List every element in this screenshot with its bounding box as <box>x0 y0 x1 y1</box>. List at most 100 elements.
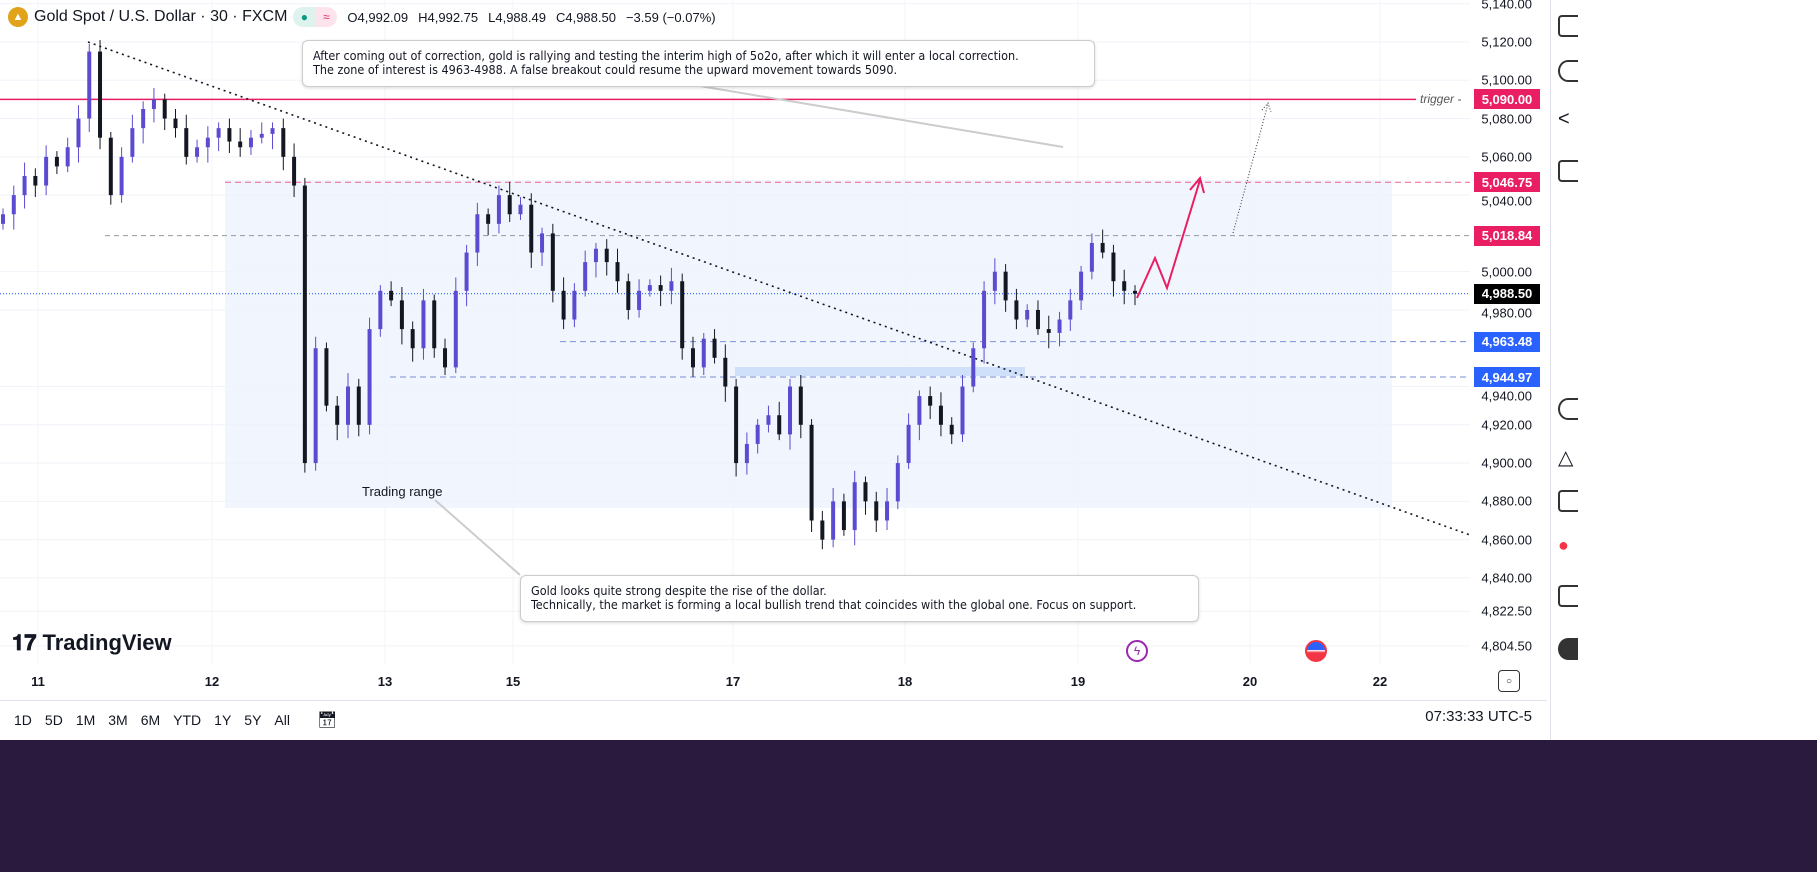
target-arrow[interactable] <box>1232 103 1269 234</box>
note-top[interactable]: After coming out of correction, gold is … <box>302 40 1095 87</box>
candle-body <box>98 51 103 138</box>
range-5y[interactable]: 5Y <box>244 711 262 728</box>
trigger-label: trigger - <box>1420 92 1462 106</box>
candle-body <box>550 233 555 291</box>
status-pill[interactable]: ● ≈ <box>293 7 338 27</box>
candle-body <box>971 348 976 387</box>
range-5d[interactable]: 5D <box>44 711 63 728</box>
candle-body <box>938 405 943 425</box>
ohlc-high: H4,992.75 <box>418 9 479 25</box>
candle-body <box>453 290 458 368</box>
lightning-event-icon[interactable]: ϟ <box>1126 640 1148 662</box>
candle-body <box>992 271 997 291</box>
ideas-icon[interactable]: △ <box>1558 447 1574 469</box>
alert-clock-icon[interactable] <box>1558 60 1578 82</box>
trading-range-box[interactable] <box>225 180 1392 508</box>
range-1y[interactable]: 1Y <box>214 711 232 728</box>
range-1m[interactable]: 1M <box>75 711 96 728</box>
candle-body <box>723 357 728 387</box>
candle-body <box>65 147 70 167</box>
candle-body <box>367 329 372 425</box>
note-line: The zone of interest is 4963-4988. A fal… <box>313 62 898 77</box>
note-pointer <box>699 85 1064 148</box>
candle-body <box>798 386 803 425</box>
candle-body <box>841 501 846 531</box>
watchlist-icon[interactable] <box>1558 15 1578 37</box>
candle-body <box>755 424 760 444</box>
candle-body <box>195 147 200 157</box>
note-bottom[interactable]: Gold looks quite strong despite the rise… <box>520 575 1199 622</box>
trading-range-label[interactable]: Trading range <box>362 484 443 499</box>
calendar-icon[interactable] <box>1558 490 1578 512</box>
range-ytd[interactable]: YTD <box>173 711 202 728</box>
price-chart[interactable] <box>0 0 1470 665</box>
share-icon[interactable]: < <box>1558 108 1570 130</box>
candle-body <box>701 338 706 368</box>
price-tick: 5,040.00 <box>1481 193 1532 209</box>
candle-body <box>162 99 167 119</box>
candle-body <box>874 501 879 521</box>
price-tick: 5,100.00 <box>1481 72 1532 88</box>
ohlc-low: L4,988.49 <box>488 9 546 25</box>
candle-body <box>22 175 27 196</box>
candle-body <box>292 156 297 186</box>
help-icon[interactable] <box>1558 585 1578 607</box>
symbol-title[interactable]: Gold Spot / U.S. Dollar · 30 · FXCM <box>34 8 288 25</box>
target-icon[interactable] <box>1558 398 1578 420</box>
date-tick: 15 <box>505 674 521 689</box>
apps-icon[interactable] <box>1558 638 1578 660</box>
wave-icon: ≈ <box>315 7 338 27</box>
chat-icon[interactable] <box>1558 160 1578 182</box>
candle-body <box>1025 309 1030 320</box>
candle-body <box>313 348 318 464</box>
candle-body <box>1014 300 1019 320</box>
price-badge: 5,046.75 <box>1474 172 1540 193</box>
support-zone[interactable] <box>735 367 1025 376</box>
trendline[interactable] <box>87 41 1470 536</box>
date-tick: 12 <box>204 674 220 689</box>
candle-body <box>917 396 922 425</box>
candle-body <box>443 348 448 368</box>
clock[interactable]: 07:33:33 UTC-5 <box>1425 708 1532 725</box>
settings-icon[interactable]: ○ <box>1498 670 1520 692</box>
tradingview-logo[interactable]: 𝟏𝟕 TradingView <box>12 630 172 656</box>
range-all[interactable]: All <box>274 711 290 728</box>
price-tick: 4,940.00 <box>1481 388 1532 404</box>
price-tick: 5,120.00 <box>1481 34 1532 50</box>
price-tick: 5,000.00 <box>1481 264 1532 280</box>
candle-body <box>734 386 739 464</box>
candle-body <box>1133 290 1137 294</box>
range-3m[interactable]: 3M <box>108 711 128 728</box>
us-flag-event-icon[interactable] <box>1305 640 1327 662</box>
projection-arrow[interactable] <box>1136 179 1201 299</box>
level-lines[interactable] <box>0 98 1470 378</box>
price-tick: 4,822.50 <box>1481 603 1532 619</box>
symbol-header[interactable]: ▲ Gold Spot / U.S. Dollar · 30 · FXCM ● … <box>8 6 716 28</box>
note-line: Technically, the market is forming a loc… <box>531 597 1137 612</box>
note-line: After coming out of correction, gold is … <box>313 48 1019 63</box>
bottom-toolbar: 1D 5D 1M 3M 6M YTD 1Y 5Y All 📅︎ <box>0 700 1547 738</box>
candle-body <box>227 128 232 142</box>
candle-body <box>399 300 404 330</box>
candle-body <box>820 520 825 540</box>
candle-body <box>1100 242 1105 253</box>
candle-body <box>1079 271 1084 301</box>
range-1d[interactable]: 1D <box>14 711 32 728</box>
notifications-icon[interactable]: ● <box>1558 535 1569 555</box>
candle-body <box>324 348 329 406</box>
candle-body <box>809 424 814 521</box>
candles <box>1 40 1137 550</box>
range-6m[interactable]: 6M <box>140 711 161 728</box>
date-tick: 13 <box>377 674 393 689</box>
candle-body <box>507 195 512 215</box>
candle-body <box>216 128 221 138</box>
candle-body <box>744 443 749 464</box>
calendar-goto-icon[interactable]: 📅︎ <box>316 711 338 729</box>
taskbar <box>0 740 1817 872</box>
candle-body <box>1057 319 1062 333</box>
candle-body <box>205 137 210 148</box>
candle-body <box>583 262 588 291</box>
date-tick: 17 <box>725 674 741 689</box>
candle-body <box>421 300 426 349</box>
candle-body <box>863 482 868 502</box>
